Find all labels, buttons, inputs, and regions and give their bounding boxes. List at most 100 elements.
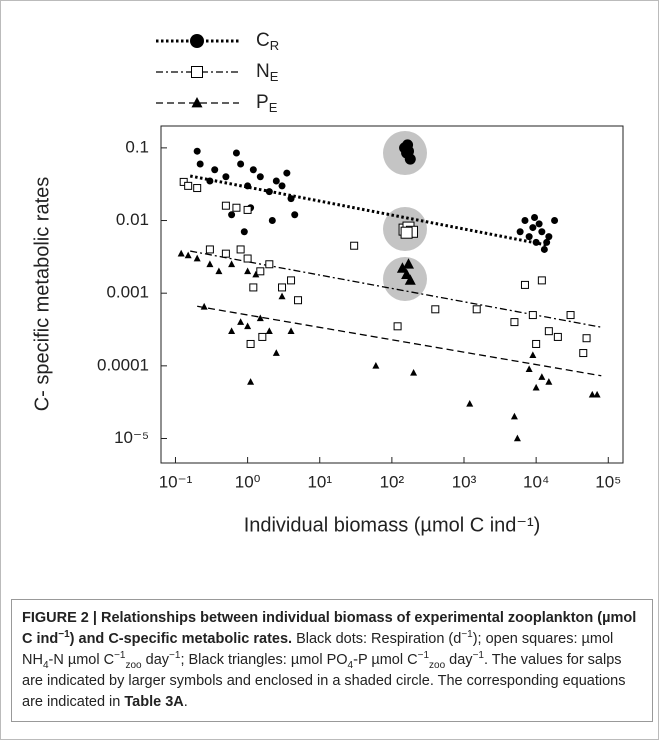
point [252,270,260,278]
caption-text: zoo [429,659,446,671]
point [228,260,236,268]
point [553,332,562,341]
point [350,241,359,250]
x-tick-label: 10⁻¹ [159,472,193,491]
point [249,283,258,292]
point [184,251,192,259]
caption-text: day [141,652,170,668]
point [402,139,414,151]
point [579,349,588,358]
y-axis-label: C- specific metabolic rates [31,177,53,412]
x-axis-label: Individual biomass (µmol C ind⁻¹) [244,514,541,536]
x-tick-label: 10² [380,472,405,491]
point [520,280,529,289]
point [177,249,185,257]
point [221,201,230,210]
point [283,169,291,177]
point [287,195,295,203]
legend-marker [190,34,204,48]
point [246,339,255,348]
point [525,233,533,241]
caption-text: −1 [58,629,70,641]
point [535,220,543,228]
point [291,211,299,219]
caption: FIGURE 2 | Relationships between individ… [11,599,653,722]
point [294,296,303,305]
point [244,322,252,330]
point [537,276,546,285]
point [516,228,524,236]
caption-text: −1 [472,650,484,662]
point [244,182,252,190]
y-tick-label: 0.0001 [97,355,149,374]
point [538,373,546,380]
caption-text: 4 [42,659,49,671]
point [510,318,519,327]
caption-text: -P µmol C [353,652,418,668]
caption-text: ; Black triangles: µmol PO [180,652,348,668]
point [215,267,223,275]
point [200,302,208,310]
point [543,238,551,246]
caption-text: −1 [417,650,430,662]
trend-line [197,305,602,377]
x-tick-label: 10³ [452,472,477,491]
point [206,177,214,185]
point [545,233,553,241]
point [237,160,245,168]
y-tick-label: 0.1 [125,137,149,156]
point [237,318,245,325]
point [247,378,255,385]
point [205,245,214,254]
point [265,260,274,269]
legend-marker [191,66,203,78]
caption-text: -N µmol C [48,652,115,668]
point [240,228,248,236]
point [582,334,591,343]
point [528,311,537,320]
point [529,351,537,359]
point [529,224,537,232]
point [256,173,264,181]
caption-text: 4 [347,659,354,671]
point [184,181,193,190]
caption-text: −1 [461,629,473,641]
point [472,305,481,314]
point [544,327,553,336]
point [193,184,202,193]
point [410,369,418,376]
caption-text: . [183,694,188,710]
point [258,332,267,341]
caption-text: −1 [114,650,126,662]
caption-text: Table 3A [124,694,184,710]
caption-text: zoo [125,659,142,671]
caption-text: −1 [169,650,181,662]
point [278,283,287,292]
point [272,349,280,356]
point [538,228,546,236]
point [244,267,252,275]
point [268,217,276,225]
point [532,238,540,246]
point [193,147,201,155]
point [513,434,521,442]
point [265,188,273,196]
point [593,390,601,398]
point [531,214,539,222]
point [566,311,575,320]
x-tick-label: 10⁰ [235,472,261,491]
point [193,254,201,262]
y-tick-label: 0.001 [106,283,149,302]
point [232,149,240,157]
point [228,211,236,219]
point [545,378,553,385]
point [232,203,241,212]
y-tick-label: 10⁻⁵ [114,428,149,447]
point [206,260,214,268]
point [551,217,559,225]
caption-text: FIGURE 2 | Relationships between individ… [22,610,637,647]
y-tick-label: 0.01 [116,210,149,229]
point [393,322,402,331]
point [540,245,548,253]
